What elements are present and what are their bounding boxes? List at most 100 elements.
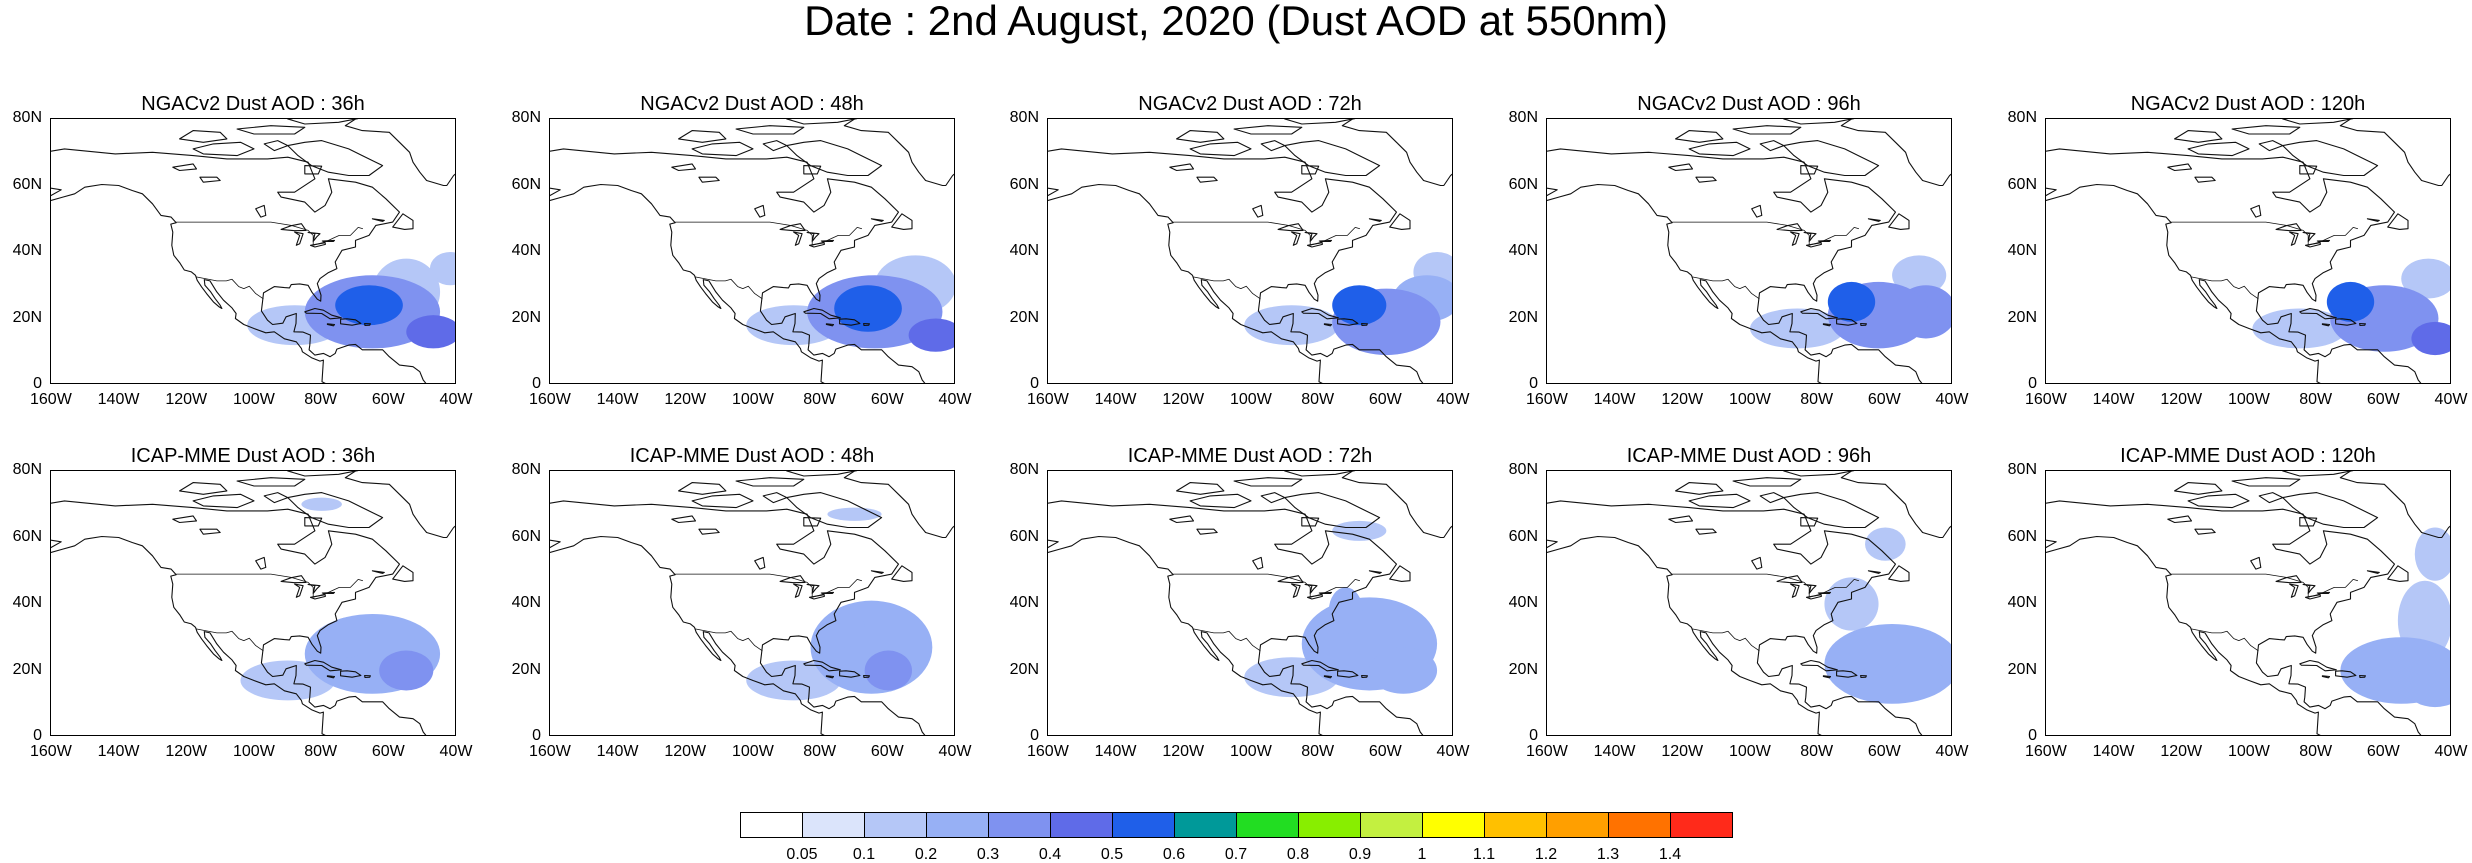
coastline	[698, 528, 720, 535]
colorbar-label: 0.9	[1348, 846, 1372, 863]
coastline	[1323, 675, 1333, 679]
y-tick-label: 60N	[1508, 175, 1538, 193]
x-tick-label: 80W	[2299, 743, 2333, 760]
country-border	[1193, 276, 1261, 300]
coastline	[326, 323, 336, 327]
country-border	[695, 628, 763, 652]
colorbar-label: 0.5	[1100, 846, 1124, 863]
y-tick-label: 80N	[12, 109, 42, 126]
coastline	[1252, 204, 1264, 218]
coastline	[1389, 565, 1411, 582]
coastline	[2231, 477, 2301, 487]
coastline	[1695, 176, 1717, 183]
coastline	[2187, 493, 2250, 509]
panel-title: NGACv2 Dust AOD : 48h	[640, 93, 864, 115]
x-tick-label: 60W	[1867, 391, 1901, 408]
coastline	[280, 575, 307, 584]
coastline	[2194, 176, 2216, 183]
country-border	[196, 628, 264, 652]
panel-title: NGACv2 Dust AOD : 36h	[141, 93, 365, 115]
map-svg	[1547, 119, 1951, 383]
map-svg	[1048, 471, 1452, 735]
country-border	[2191, 628, 2259, 652]
y-tick-label: 20N	[2007, 660, 2037, 678]
coastline	[1284, 119, 1356, 125]
country-border	[2191, 276, 2259, 300]
coastline	[2282, 471, 2354, 477]
colorbar-swatch	[864, 812, 927, 838]
country-border	[1672, 573, 1860, 598]
coastline	[1688, 141, 1751, 157]
aod-region	[827, 507, 882, 521]
coastline	[803, 165, 822, 175]
map-panel	[50, 470, 456, 736]
aod-field	[247, 252, 455, 349]
aod-field	[746, 255, 954, 352]
map-svg	[51, 119, 455, 383]
aod-region	[2408, 673, 2450, 708]
coastline	[263, 492, 289, 504]
map-svg	[550, 471, 954, 735]
colorbar-label: 1.3	[1596, 846, 1620, 863]
coastline	[2304, 242, 2321, 248]
coastline	[1368, 218, 1382, 222]
coastline	[691, 141, 754, 157]
coastline	[762, 140, 788, 152]
coastline	[2302, 231, 2316, 242]
panel-title: ICAP-MME Dust AOD : 120h	[2120, 445, 2376, 467]
coastline	[2321, 675, 2331, 679]
colorbar-swatch	[1546, 812, 1609, 838]
colorbar-label: 1.4	[1658, 846, 1682, 863]
coastline	[1337, 670, 1359, 678]
coastline	[287, 119, 359, 125]
coastline	[754, 556, 766, 570]
x-tick-label: 140W	[596, 391, 639, 408]
coastline	[1196, 176, 1218, 183]
y-tick-label: 20N	[12, 660, 42, 678]
x-tick-label: 40W	[2434, 391, 2468, 408]
coastline	[825, 675, 835, 679]
coastline	[1800, 165, 1819, 175]
colorbar-label: 1.1	[1472, 846, 1496, 863]
coastline	[2299, 517, 2318, 527]
map-svg	[550, 119, 954, 383]
coastline	[287, 140, 384, 177]
y-tick-label: 60N	[12, 175, 42, 193]
aod-region	[2411, 321, 2450, 356]
y-tick-label: 60N	[1508, 527, 1538, 545]
coastline	[1751, 556, 1763, 570]
coastline	[1291, 583, 1301, 598]
coastline	[2275, 223, 2302, 232]
coastline	[51, 148, 427, 383]
coastline	[2335, 670, 2357, 678]
x-tick-label: 160W	[1526, 743, 1568, 760]
x-tick-label: 140W	[2092, 391, 2135, 408]
x-tick-label: 120W	[664, 391, 707, 408]
aod-region	[1892, 657, 1947, 698]
y-tick-label: 80N	[1508, 461, 1538, 478]
aod-field	[2340, 527, 2450, 708]
figure-title: Date : 2nd August, 2020 (Dust AOD at 550…	[804, 0, 1668, 44]
coastline	[786, 140, 883, 177]
country-border	[675, 221, 863, 246]
country-border	[1692, 276, 1760, 300]
y-tick-label: 20N	[2007, 308, 2037, 326]
x-tick-label: 120W	[2160, 743, 2203, 760]
coastline	[307, 583, 321, 594]
coastline	[1732, 125, 1802, 135]
coastline	[550, 148, 926, 383]
y-tick-label: 0	[532, 375, 541, 392]
coastline	[1304, 583, 1318, 594]
y-tick-label: 20N	[1508, 308, 1538, 326]
coastline	[1176, 482, 1225, 495]
coastline	[51, 500, 427, 735]
x-tick-label: 120W	[1661, 743, 1704, 760]
map-panel	[50, 118, 456, 384]
country-border	[695, 276, 763, 300]
panel-title: NGACv2 Dust AOD : 72h	[1138, 93, 1362, 115]
coastline	[1668, 515, 1694, 524]
y-tick-label: 60N	[1009, 175, 1039, 193]
panel-title: NGACv2 Dust AOD : 96h	[1637, 93, 1861, 115]
x-tick-label: 100W	[1230, 743, 1272, 760]
colorbar-swatch	[1422, 812, 1485, 838]
